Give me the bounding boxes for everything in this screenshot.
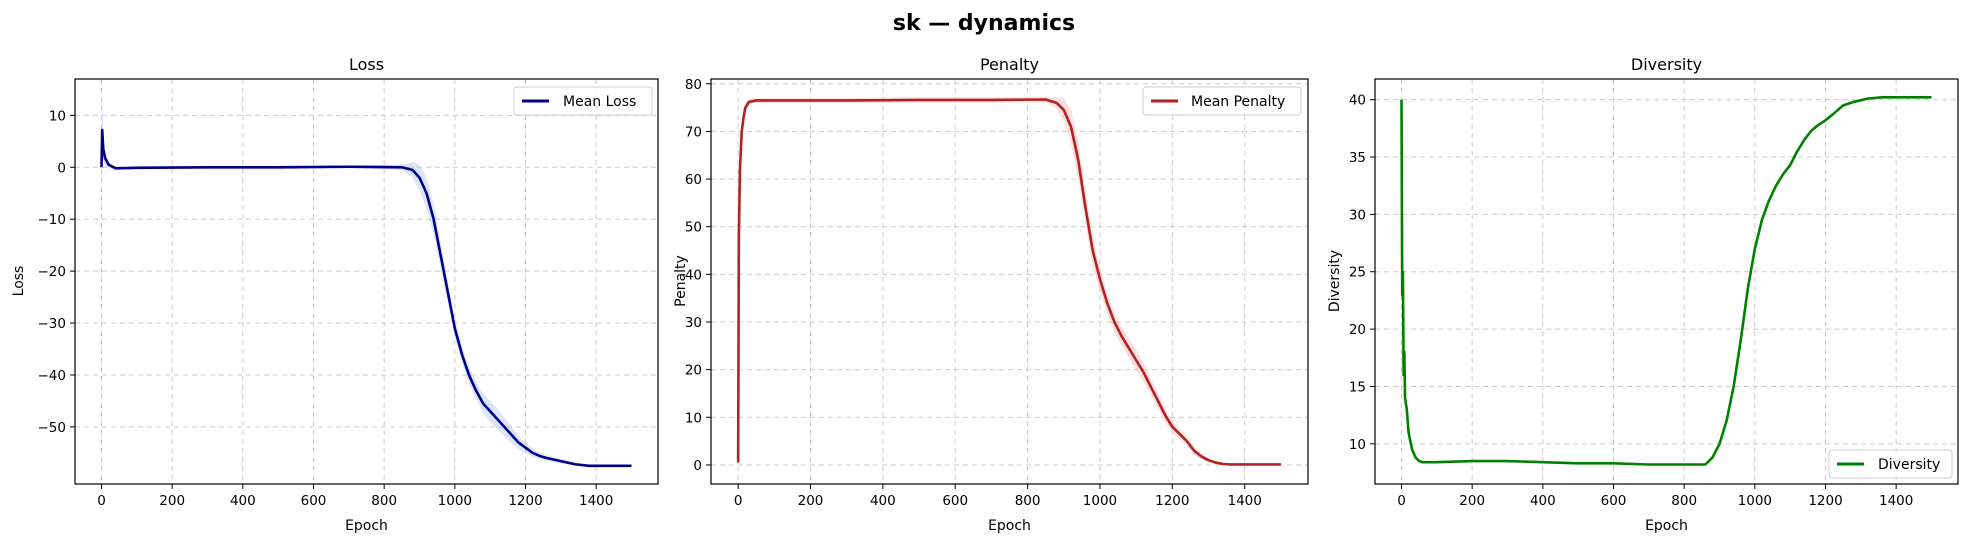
figure-suptitle: sk — dynamics <box>893 11 1075 36</box>
x-tick-label: 1000 <box>1738 493 1772 509</box>
x-tick-label: 0 <box>97 493 106 509</box>
y-tick-label: −20 <box>38 264 67 280</box>
y-tick-label: 10 <box>49 108 66 124</box>
x-tick-label: 800 <box>371 493 397 509</box>
diversity-line <box>1400 96 1932 466</box>
y-tick-label: 0 <box>57 160 66 176</box>
y-tick-label: 35 <box>1349 150 1366 166</box>
x-tick-label: 200 <box>159 493 185 509</box>
x-tick-label: 800 <box>1671 493 1697 509</box>
x-tick-label: 0 <box>1397 493 1406 509</box>
loss-title: Loss <box>349 55 384 74</box>
y-tick-label: −10 <box>38 212 67 228</box>
x-tick-label: 0 <box>734 493 743 509</box>
diversity-x-ticks: 0 200 400 600 800 1000 1200 1400 <box>1397 484 1913 509</box>
y-tick-label: 40 <box>685 267 702 283</box>
y-tick-label: −30 <box>38 316 67 332</box>
x-tick-label: 1400 <box>1879 493 1913 509</box>
penalty-ylabel: Penalty <box>673 255 689 307</box>
y-tick-label: 20 <box>685 363 702 379</box>
x-tick-label: 1000 <box>438 493 472 509</box>
x-tick-label: 400 <box>1530 493 1556 509</box>
penalty-legend-box <box>1142 86 1302 116</box>
loss-y-ticks: 10 0 −10 −20 −30 −40 −50 <box>38 108 75 436</box>
x-tick-label: 600 <box>1601 493 1627 509</box>
loss-axes-frame <box>74 78 659 485</box>
y-tick-label: 30 <box>1349 207 1366 223</box>
y-tick-label: 20 <box>1349 322 1366 338</box>
penalty-xlabel: Epoch <box>988 518 1031 534</box>
x-tick-label: 1000 <box>1083 493 1117 509</box>
diversity-legend-label: Diversity <box>1878 457 1940 473</box>
loss-ylabel: Loss <box>11 266 27 297</box>
y-tick-label: 30 <box>685 315 702 331</box>
diversity-axes-frame <box>1374 78 1959 485</box>
loss-xlabel: Epoch <box>345 518 388 534</box>
x-tick-label: 200 <box>798 493 824 509</box>
y-tick-label: 0 <box>693 458 702 474</box>
y-tick-label: 50 <box>685 220 702 236</box>
penalty-axes-frame <box>710 78 1309 485</box>
loss-x-ticks: 0 200 400 600 800 1000 1200 1400 <box>97 484 613 509</box>
series-line <box>100 128 632 468</box>
std-band <box>101 98 632 467</box>
x-tick-label: 1400 <box>579 493 613 509</box>
y-tick-label: 70 <box>685 124 702 140</box>
penalty-grid <box>711 79 1308 484</box>
diversity-legend-box <box>1828 449 1953 479</box>
series-line <box>1400 96 1932 466</box>
penalty-y-ticks: 0 10 20 30 40 50 60 70 80 <box>685 77 711 474</box>
std-band <box>738 96 1281 465</box>
penalty-x-ticks: 0 200 400 600 800 1000 1200 1400 <box>734 484 1262 509</box>
y-tick-label: −50 <box>38 420 67 436</box>
diversity-legend: Diversity <box>1828 449 1953 479</box>
y-tick-label: 10 <box>685 410 702 426</box>
loss-legend-box <box>513 86 653 116</box>
penalty-title: Penalty <box>980 55 1039 74</box>
x-tick-label: 600 <box>301 493 327 509</box>
penalty-legend-label: Mean Penalty <box>1191 94 1285 110</box>
x-tick-label: 1200 <box>1808 493 1842 509</box>
x-tick-label: 400 <box>230 493 256 509</box>
diversity-subplot: Diversity 0 200 400 600 800 1000 1200 1400 10 15… <box>1327 55 1959 534</box>
loss-mean-line <box>100 128 632 468</box>
loss-legend: Mean Loss <box>513 86 653 116</box>
diversity-ylabel: Diversity <box>1327 250 1343 312</box>
penalty-legend: Mean Penalty <box>1142 86 1302 116</box>
x-tick-label: 600 <box>942 493 968 509</box>
loss-subplot: Loss 0 200 400 600 800 1000 1200 1400 10 0 −10 −20… <box>11 55 659 534</box>
y-tick-label: 40 <box>1349 93 1366 109</box>
y-tick-label: 25 <box>1349 265 1366 281</box>
x-tick-label: 1200 <box>508 493 542 509</box>
penalty-mean-line <box>736 98 1281 466</box>
y-tick-label: −40 <box>38 368 67 384</box>
diversity-grid <box>1375 79 1958 484</box>
loss-std-band <box>101 98 632 467</box>
diversity-xlabel: Epoch <box>1645 518 1688 534</box>
penalty-subplot: Penalty 0 200 400 600 800 1000 1200 1400 0 10 20 3… <box>673 55 1309 534</box>
loss-legend-label: Mean Loss <box>563 94 636 110</box>
series-line <box>736 98 1281 466</box>
y-tick-label: 80 <box>685 77 702 93</box>
y-tick-label: 60 <box>685 172 702 188</box>
diversity-y-ticks: 10 15 20 25 30 35 40 <box>1349 93 1375 453</box>
penalty-std-band <box>738 96 1281 465</box>
x-tick-label: 400 <box>870 493 896 509</box>
loss-grid <box>75 79 658 484</box>
diversity-title: Diversity <box>1631 55 1702 74</box>
x-tick-label: 200 <box>1459 493 1485 509</box>
x-tick-label: 1400 <box>1228 493 1262 509</box>
x-tick-label: 800 <box>1015 493 1041 509</box>
y-tick-label: 15 <box>1349 379 1366 395</box>
x-tick-label: 1200 <box>1155 493 1189 509</box>
y-tick-label: 10 <box>1349 437 1366 453</box>
